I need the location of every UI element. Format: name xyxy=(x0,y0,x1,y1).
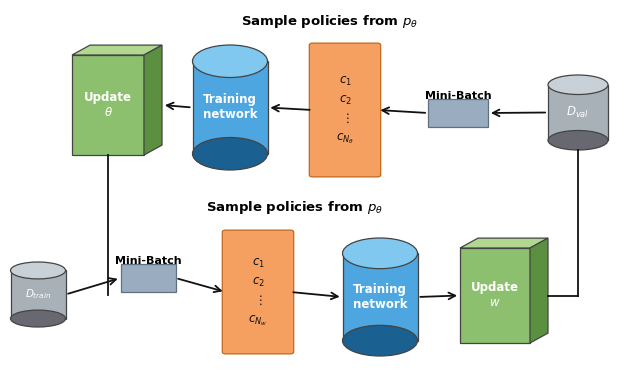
Text: Sample policies from $p_{\theta}$: Sample policies from $p_{\theta}$ xyxy=(241,14,419,30)
Ellipse shape xyxy=(10,262,65,279)
Ellipse shape xyxy=(10,310,65,327)
Text: Mini-Batch: Mini-Batch xyxy=(115,256,181,266)
Ellipse shape xyxy=(342,238,417,269)
Ellipse shape xyxy=(193,45,268,77)
Text: $D_{val}$: $D_{val}$ xyxy=(566,105,589,120)
Text: Sample policies from $p_{\theta}$: Sample policies from $p_{\theta}$ xyxy=(207,200,383,217)
Polygon shape xyxy=(460,248,530,343)
Polygon shape xyxy=(530,238,548,343)
Text: Update
$w$: Update $w$ xyxy=(471,282,519,309)
Polygon shape xyxy=(548,85,608,140)
FancyBboxPatch shape xyxy=(222,230,294,354)
Text: Mini-Batch: Mini-Batch xyxy=(425,91,492,101)
Polygon shape xyxy=(428,99,488,127)
Text: Training
network: Training network xyxy=(353,283,407,311)
Text: $c_1$
$c_2$
$\vdots$
$c_{N_w}$: $c_1$ $c_2$ $\vdots$ $c_{N_w}$ xyxy=(248,256,268,327)
Polygon shape xyxy=(193,61,268,154)
Polygon shape xyxy=(72,55,144,155)
Polygon shape xyxy=(460,238,548,248)
Text: Update
$\theta$: Update $\theta$ xyxy=(84,91,132,119)
Ellipse shape xyxy=(342,325,417,356)
Polygon shape xyxy=(342,253,417,341)
Text: $D_{train}$: $D_{train}$ xyxy=(25,288,51,302)
Ellipse shape xyxy=(548,130,608,150)
Ellipse shape xyxy=(548,75,608,94)
Polygon shape xyxy=(120,264,175,292)
Text: Training
network: Training network xyxy=(203,94,257,121)
Polygon shape xyxy=(72,45,162,55)
Polygon shape xyxy=(144,45,162,155)
Polygon shape xyxy=(10,270,65,318)
Text: $c_1$
$c_2$
$\vdots$
$c_{N_\theta}$: $c_1$ $c_2$ $\vdots$ $c_{N_\theta}$ xyxy=(336,74,354,146)
FancyBboxPatch shape xyxy=(309,43,381,177)
Ellipse shape xyxy=(193,138,268,170)
